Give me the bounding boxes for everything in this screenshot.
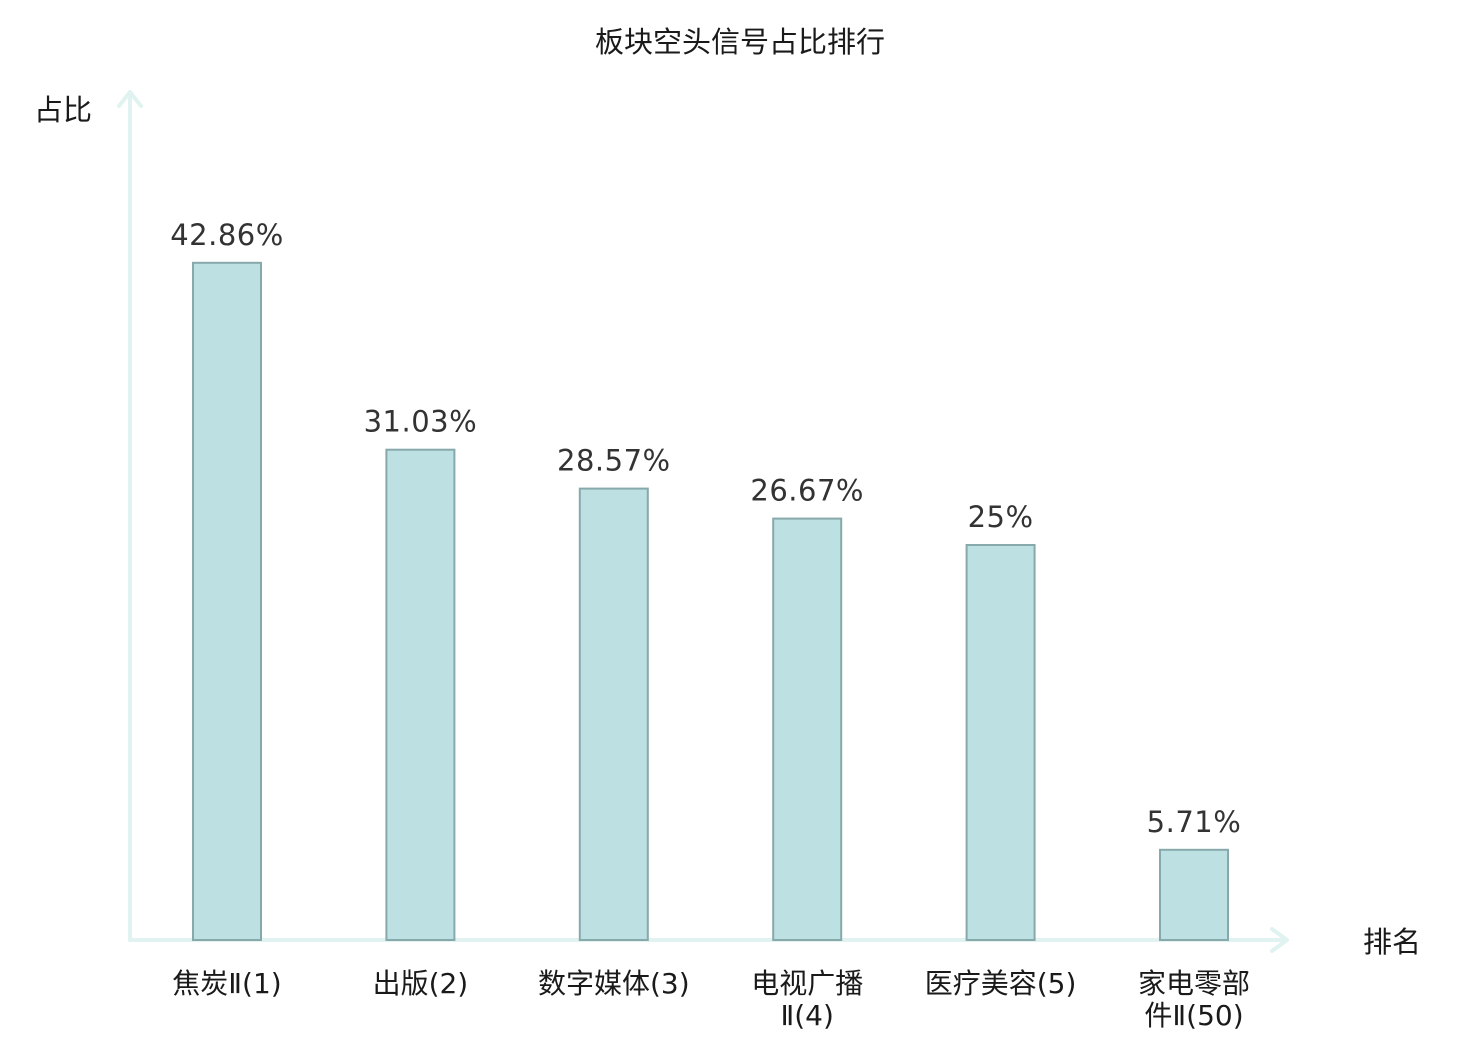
bar-value-label: 28.57% xyxy=(557,444,671,478)
x-tick-label: Ⅱ(4) xyxy=(780,999,833,1032)
x-tick-label: 家电零部 xyxy=(1138,967,1250,1000)
bar-value-label: 26.67% xyxy=(750,474,864,508)
bar xyxy=(192,261,262,941)
x-axis-label: 排名 xyxy=(1363,925,1421,959)
x-tick-label: 焦炭Ⅱ(1) xyxy=(172,967,281,1000)
value-labels: 42.86% 31.03% 28.57% 26.67% 25% 5.71% xyxy=(170,218,1241,839)
bar-value-label: 5.71% xyxy=(1147,805,1242,839)
chart-title: 板块空头信号占比排行 xyxy=(595,25,885,59)
x-tick-label: 出版(2) xyxy=(373,967,469,1000)
x-axis-arrow-icon xyxy=(1270,927,1289,953)
bar-value-label: 31.03% xyxy=(364,405,478,439)
x-tick-label: 医疗美容(5) xyxy=(925,967,1077,1000)
x-tick-label: 数字媒体(3) xyxy=(538,967,690,1000)
bar xyxy=(578,487,649,941)
bar xyxy=(385,448,456,941)
bar-value-label: 25% xyxy=(968,500,1034,534)
bar-series xyxy=(192,261,1229,941)
x-tick-label: 件Ⅱ(50) xyxy=(1144,999,1243,1032)
bar-value-label: 42.86% xyxy=(170,218,284,252)
bar xyxy=(1159,848,1229,941)
bar xyxy=(965,544,1036,941)
x-axis xyxy=(128,927,1289,953)
bar xyxy=(772,517,843,941)
x-tick-label: 电视广播 xyxy=(751,967,863,1000)
y-axis xyxy=(117,90,143,942)
y-axis-label: 占比 xyxy=(34,93,92,127)
y-axis-arrow-icon xyxy=(117,90,143,108)
